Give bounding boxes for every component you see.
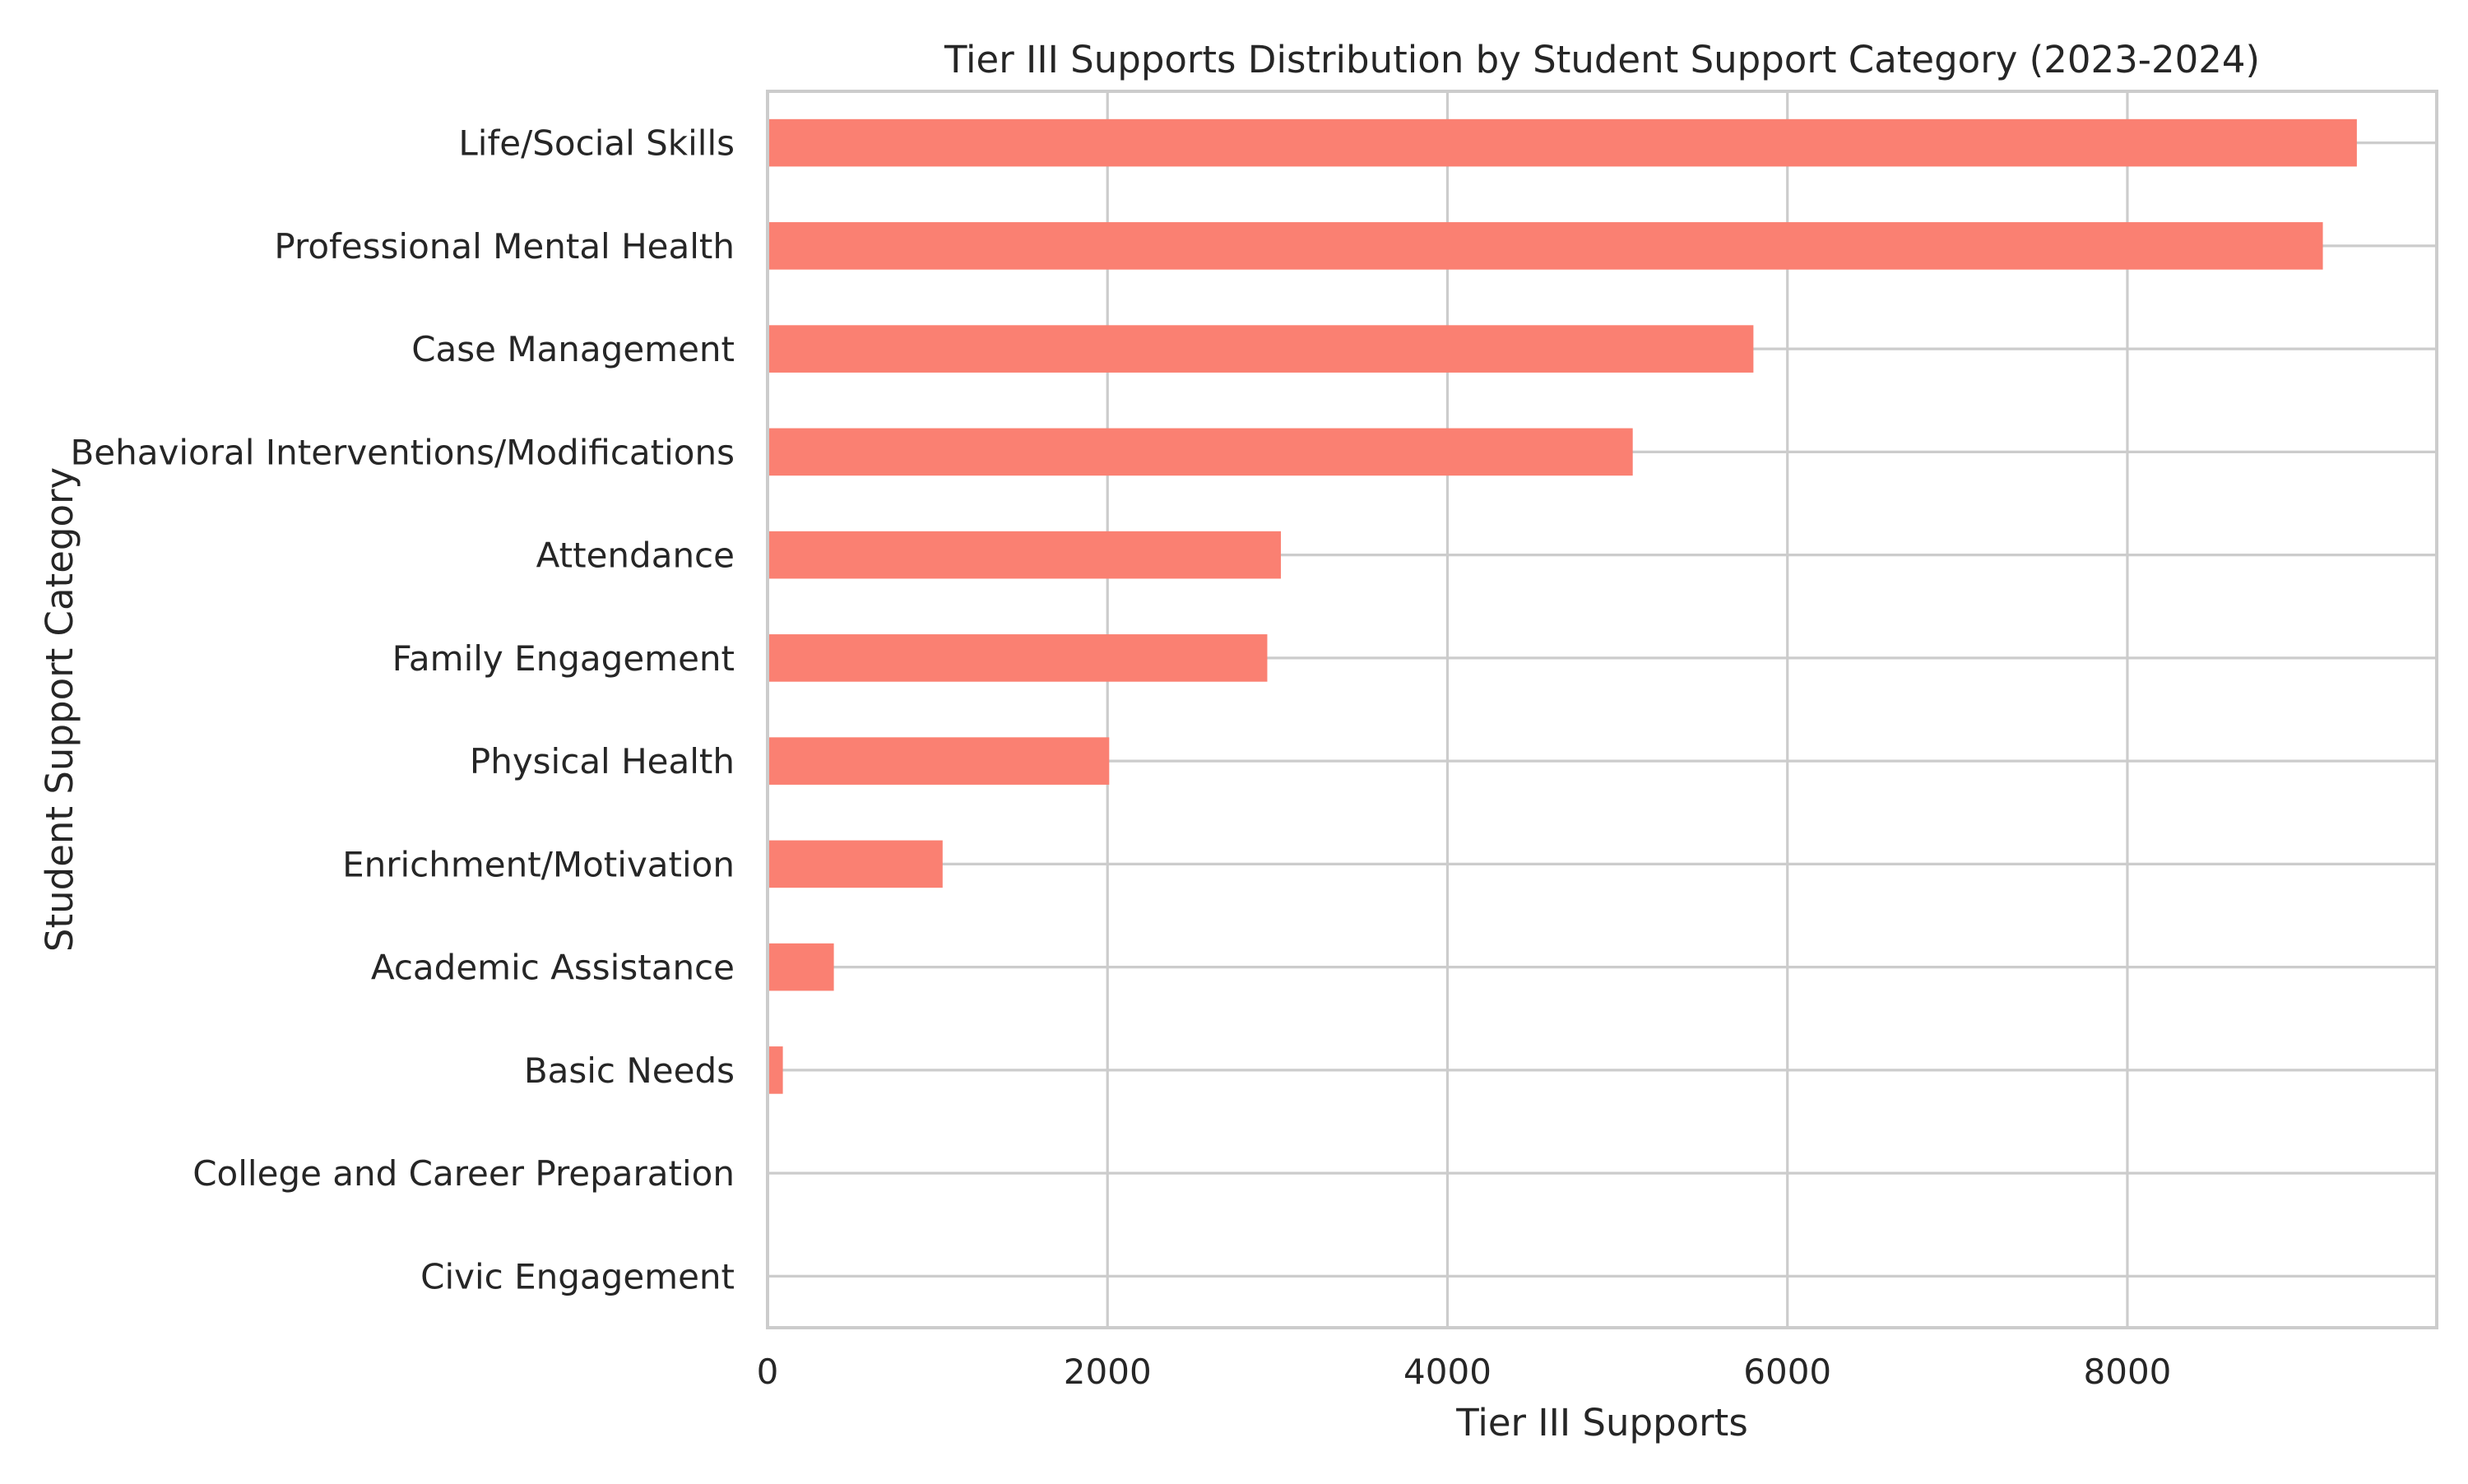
y-tick-label: College and Career Preparation	[193, 1153, 735, 1194]
bar	[768, 634, 1268, 682]
y-tick-label: Attendance	[536, 536, 735, 576]
y-tick-labels: Life/Social Skills Professional Mental He…	[70, 123, 735, 1297]
bar	[768, 428, 1633, 476]
y-tick-label: Professional Mental Health	[274, 226, 735, 267]
x-tick-label: 2000	[1064, 1352, 1152, 1392]
x-tick-label: 4000	[1403, 1352, 1491, 1392]
y-tick-label: Academic Assistance	[371, 948, 735, 988]
y-tick-label: Physical Health	[470, 741, 735, 781]
y-tick-label: Enrichment/Motivation	[342, 844, 735, 884]
x-tick-label: 8000	[2084, 1352, 2172, 1392]
y-tick-label: Family Engagement	[392, 638, 735, 679]
plot-frame	[766, 90, 2438, 1329]
bar	[768, 1046, 783, 1094]
y-tick-label: Basic Needs	[524, 1050, 735, 1091]
y-tick-label: Behavioral Interventions/Modifications	[70, 432, 735, 472]
x-axis-label: Tier III Supports	[1455, 1401, 1748, 1445]
x-tick-label: 0	[757, 1352, 779, 1392]
y-tick-label: Life/Social Skills	[458, 123, 735, 164]
y-tick-label: Civic Engagement	[420, 1256, 735, 1296]
bar	[768, 840, 943, 888]
bars	[768, 118, 2357, 1094]
bar	[768, 531, 1281, 579]
bar	[768, 737, 1110, 785]
bar	[768, 325, 1754, 373]
y-axis-label: Student Support Category	[38, 467, 81, 952]
x-tick-label: 6000	[1743, 1352, 1831, 1392]
bar	[768, 943, 834, 991]
chart-title: Tier III Supports Distribution by Studen…	[944, 38, 2260, 81]
x-tick-labels: 0 2000 4000 6000 8000	[757, 1352, 2172, 1392]
y-tick-label: Case Management	[411, 329, 735, 369]
bar	[768, 222, 2323, 270]
bar	[768, 118, 2357, 167]
